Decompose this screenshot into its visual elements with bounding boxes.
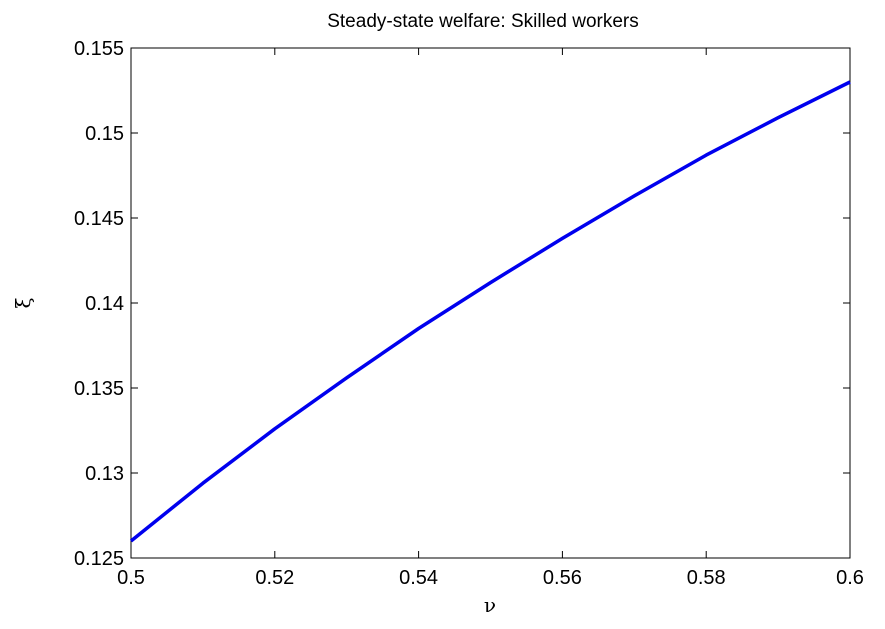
series-lines (129, 80, 851, 543)
y-axis-label: ξ (11, 297, 35, 308)
x-axis-label: ν (484, 593, 496, 617)
y-tick-label: 0.125 (74, 548, 124, 570)
x-tick-labels: 0.5 0.52 0.54 0.56 0.58 0.6 (117, 567, 864, 589)
x-tick-label: 0.6 (836, 567, 864, 589)
x-tick-label: 0.56 (543, 567, 582, 589)
x-tick-label: 0.58 (687, 567, 726, 589)
plot-area (130, 47, 851, 559)
y-tick-label: 0.14 (85, 293, 124, 315)
x-tick-label: 0.52 (255, 567, 294, 589)
y-tick-label: 0.13 (85, 463, 124, 485)
y-tick-label: 0.145 (74, 208, 124, 230)
y-tick-label: 0.15 (85, 123, 124, 145)
x-tick-label: 0.54 (399, 567, 438, 589)
chart-title: Steady-state welfare: Skilled workers (327, 11, 639, 32)
axis-ticks (130, 47, 851, 559)
y-tick-label: 0.155 (74, 38, 124, 60)
y-tick-label: 0.135 (74, 378, 124, 400)
y-tick-labels: 0.125 0.13 0.135 0.14 0.145 0.15 0.155 (74, 38, 124, 570)
series-line (129, 80, 851, 543)
x-tick-label: 0.5 (117, 567, 145, 589)
